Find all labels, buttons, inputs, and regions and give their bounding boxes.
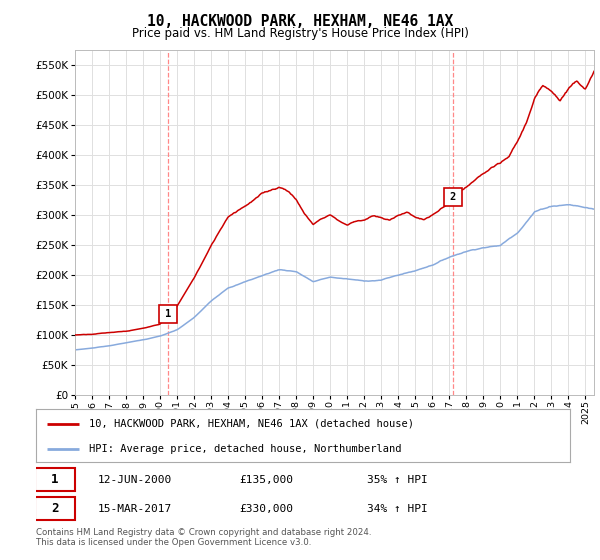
FancyBboxPatch shape bbox=[35, 497, 75, 520]
Text: 10, HACKWOOD PARK, HEXHAM, NE46 1AX (detached house): 10, HACKWOOD PARK, HEXHAM, NE46 1AX (det… bbox=[89, 419, 415, 429]
Text: 1: 1 bbox=[164, 309, 171, 319]
Text: £135,000: £135,000 bbox=[239, 475, 293, 485]
Text: Price paid vs. HM Land Registry's House Price Index (HPI): Price paid vs. HM Land Registry's House … bbox=[131, 27, 469, 40]
Text: 12-JUN-2000: 12-JUN-2000 bbox=[97, 475, 172, 485]
Text: 35% ↑ HPI: 35% ↑ HPI bbox=[367, 475, 428, 485]
Text: 10, HACKWOOD PARK, HEXHAM, NE46 1AX: 10, HACKWOOD PARK, HEXHAM, NE46 1AX bbox=[147, 14, 453, 29]
Text: 1: 1 bbox=[51, 473, 58, 486]
Text: 15-MAR-2017: 15-MAR-2017 bbox=[97, 503, 172, 514]
Text: 2: 2 bbox=[450, 192, 456, 202]
Text: £330,000: £330,000 bbox=[239, 503, 293, 514]
Text: 2: 2 bbox=[51, 502, 58, 515]
Text: 34% ↑ HPI: 34% ↑ HPI bbox=[367, 503, 428, 514]
FancyBboxPatch shape bbox=[35, 468, 75, 491]
Text: Contains HM Land Registry data © Crown copyright and database right 2024.
This d: Contains HM Land Registry data © Crown c… bbox=[36, 528, 371, 547]
Text: HPI: Average price, detached house, Northumberland: HPI: Average price, detached house, Nort… bbox=[89, 444, 402, 454]
